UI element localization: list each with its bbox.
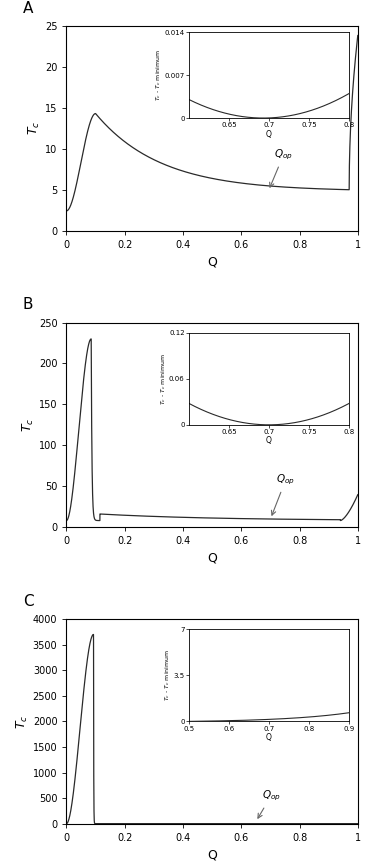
X-axis label: Q: Q [207,551,217,564]
Y-axis label: $T_c$: $T_c$ [27,121,42,135]
Text: $Q_{op}$: $Q_{op}$ [272,473,295,515]
X-axis label: Q: Q [207,255,217,268]
Y-axis label: $T_c$: $T_c$ [15,714,30,728]
Text: $Q_{op}$: $Q_{op}$ [258,788,280,818]
Text: A: A [23,1,33,16]
X-axis label: Q: Q [207,848,217,861]
Text: C: C [23,594,33,609]
Text: $Q_{op}$: $Q_{op}$ [270,147,293,187]
Text: B: B [23,297,33,312]
Y-axis label: $T_c$: $T_c$ [21,418,36,432]
